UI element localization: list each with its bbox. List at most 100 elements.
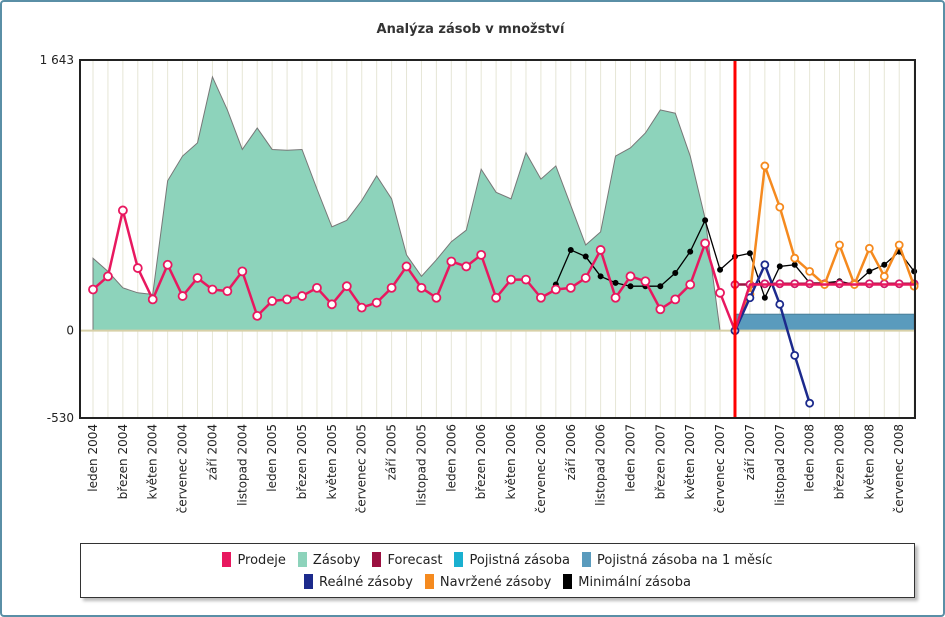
x-tick-label: březen 2006 — [474, 424, 488, 499]
series-prodeje-point — [401, 261, 412, 272]
series-prodeje-point — [103, 271, 113, 282]
legend-label: Zásoby — [312, 553, 361, 568]
series-prodeje-point — [655, 304, 666, 315]
x-tick-label: květen 2008 — [862, 424, 876, 499]
series-prodeje-point — [565, 282, 576, 293]
series-minimalni-point — [791, 261, 798, 268]
series-prodeje-point — [177, 291, 188, 301]
series-navrzene-point — [775, 202, 785, 212]
x-tick-label: listopad 2005 — [414, 424, 428, 506]
legend-item: Minimální zásoba — [563, 574, 691, 590]
legend-row: Reálné zásoby Navržené zásoby Minimální zá… — [81, 574, 914, 590]
series-realne-point — [760, 260, 770, 270]
x-tick-label: březen 2004 — [116, 424, 130, 499]
series-prodeje-point — [132, 263, 143, 273]
series-navrzene-point — [805, 266, 815, 276]
legend-swatch — [563, 574, 573, 589]
legend-item: Forecast — [372, 552, 442, 568]
series-minimalni-point — [776, 263, 783, 270]
x-tick-label: leden 2008 — [803, 424, 817, 492]
legend-item: Zásoby — [297, 552, 361, 568]
series-prodeje-point — [207, 284, 218, 295]
series-navrzene-point — [835, 240, 844, 250]
series-prodeje-point — [117, 205, 128, 216]
legend-item: Pojistná zásoba na 1 měsíc — [581, 552, 773, 568]
series-prodeje-point — [670, 294, 681, 305]
series-prodeje-point — [610, 292, 621, 303]
x-tick-label: leden 2004 — [86, 424, 100, 492]
series-minimalni-point — [597, 273, 604, 280]
series-navrzene-point — [760, 161, 770, 171]
series-prodeje-point — [88, 284, 98, 295]
x-tick-label: září 2007 — [743, 424, 757, 480]
series-minimalni-point — [687, 248, 694, 255]
series-prodeje-point — [580, 273, 591, 283]
series-minimalni-point — [746, 250, 753, 257]
x-tick-label: červenec 2006 — [534, 424, 548, 513]
series-prodeje-point — [461, 261, 472, 272]
legend-swatch — [222, 552, 232, 567]
legend-label: Minimální zásoba — [578, 575, 691, 590]
series-minimalni-point — [866, 268, 873, 275]
chart-legend: Prodeje Zásoby Forecast Pojistná zásoba Poji… — [80, 543, 915, 598]
legend-label: Forecast — [387, 553, 443, 568]
legend-swatch — [581, 552, 591, 567]
series-prodeje-point — [506, 274, 516, 285]
x-tick-label: leden 2005 — [265, 424, 279, 492]
series-prodeje-point — [312, 282, 322, 293]
legend-label: Reálné zásoby — [319, 575, 413, 590]
series-prodeje-point — [162, 259, 173, 270]
x-tick-label: červenec 2008 — [892, 424, 906, 513]
x-tick-label: listopad 2006 — [594, 424, 608, 506]
series-minimalni-point — [567, 246, 574, 253]
series-prodeje-point — [536, 292, 546, 303]
series-prodeje-point — [595, 245, 606, 255]
x-tick-label: září 2004 — [205, 424, 219, 480]
x-tick-label: květen 2004 — [146, 424, 160, 499]
x-tick-label: září 2005 — [385, 424, 399, 480]
x-tick-label: leden 2007 — [623, 424, 637, 492]
series-prodeje-point — [282, 294, 292, 305]
series-prodeje-point — [521, 274, 531, 285]
legend-item: Prodeje — [222, 552, 286, 568]
series-minimalni-point — [702, 217, 709, 224]
series-prodeje-point — [371, 297, 382, 308]
series-prodeje-point — [297, 291, 307, 301]
legend-swatch — [424, 574, 434, 589]
series-prodeje-point — [491, 292, 502, 303]
x-tick-label: květen 2007 — [683, 424, 697, 499]
series-prodeje-point — [476, 249, 487, 260]
series-prodeje-point — [326, 299, 337, 310]
series-prodeje-point — [625, 271, 636, 282]
series-minimalni-point — [881, 261, 888, 268]
series-prodeje-point — [685, 279, 696, 290]
series-minimalni-point — [657, 283, 664, 290]
x-tick-label: březen 2007 — [653, 424, 667, 499]
series-navrzene-point — [879, 271, 889, 281]
series-minimalni-point — [627, 283, 634, 290]
series-realne-point — [775, 299, 785, 309]
x-tick-label: leden 2006 — [444, 424, 458, 492]
series-prodeje-point — [550, 284, 561, 295]
legend-swatch — [372, 552, 382, 567]
x-tick-label: září 2006 — [564, 424, 578, 480]
y-tick-label: 1 643 — [40, 53, 74, 67]
series-prodeje-point — [700, 238, 711, 249]
plot-border — [79, 59, 916, 419]
x-tick-label: listopad 2007 — [773, 424, 787, 506]
series-minimalni-point — [582, 253, 589, 260]
legend-label: Prodeje — [237, 553, 286, 568]
series-navrzene-point — [864, 243, 874, 253]
legend-item: Navržené zásoby — [424, 574, 551, 590]
series-prodeje-point — [267, 296, 278, 306]
series-prodeje-point — [341, 281, 352, 292]
x-tick-label: červenec 2004 — [176, 424, 190, 513]
x-tick-label: listopad 2004 — [235, 424, 249, 506]
series-realne-point — [805, 398, 815, 408]
series-navrzene-point — [790, 253, 800, 263]
series-prodeje-point — [147, 294, 158, 305]
series-prodeje-point — [237, 266, 248, 277]
series-prodeje-point — [192, 273, 203, 283]
series-realne-point — [790, 350, 800, 360]
